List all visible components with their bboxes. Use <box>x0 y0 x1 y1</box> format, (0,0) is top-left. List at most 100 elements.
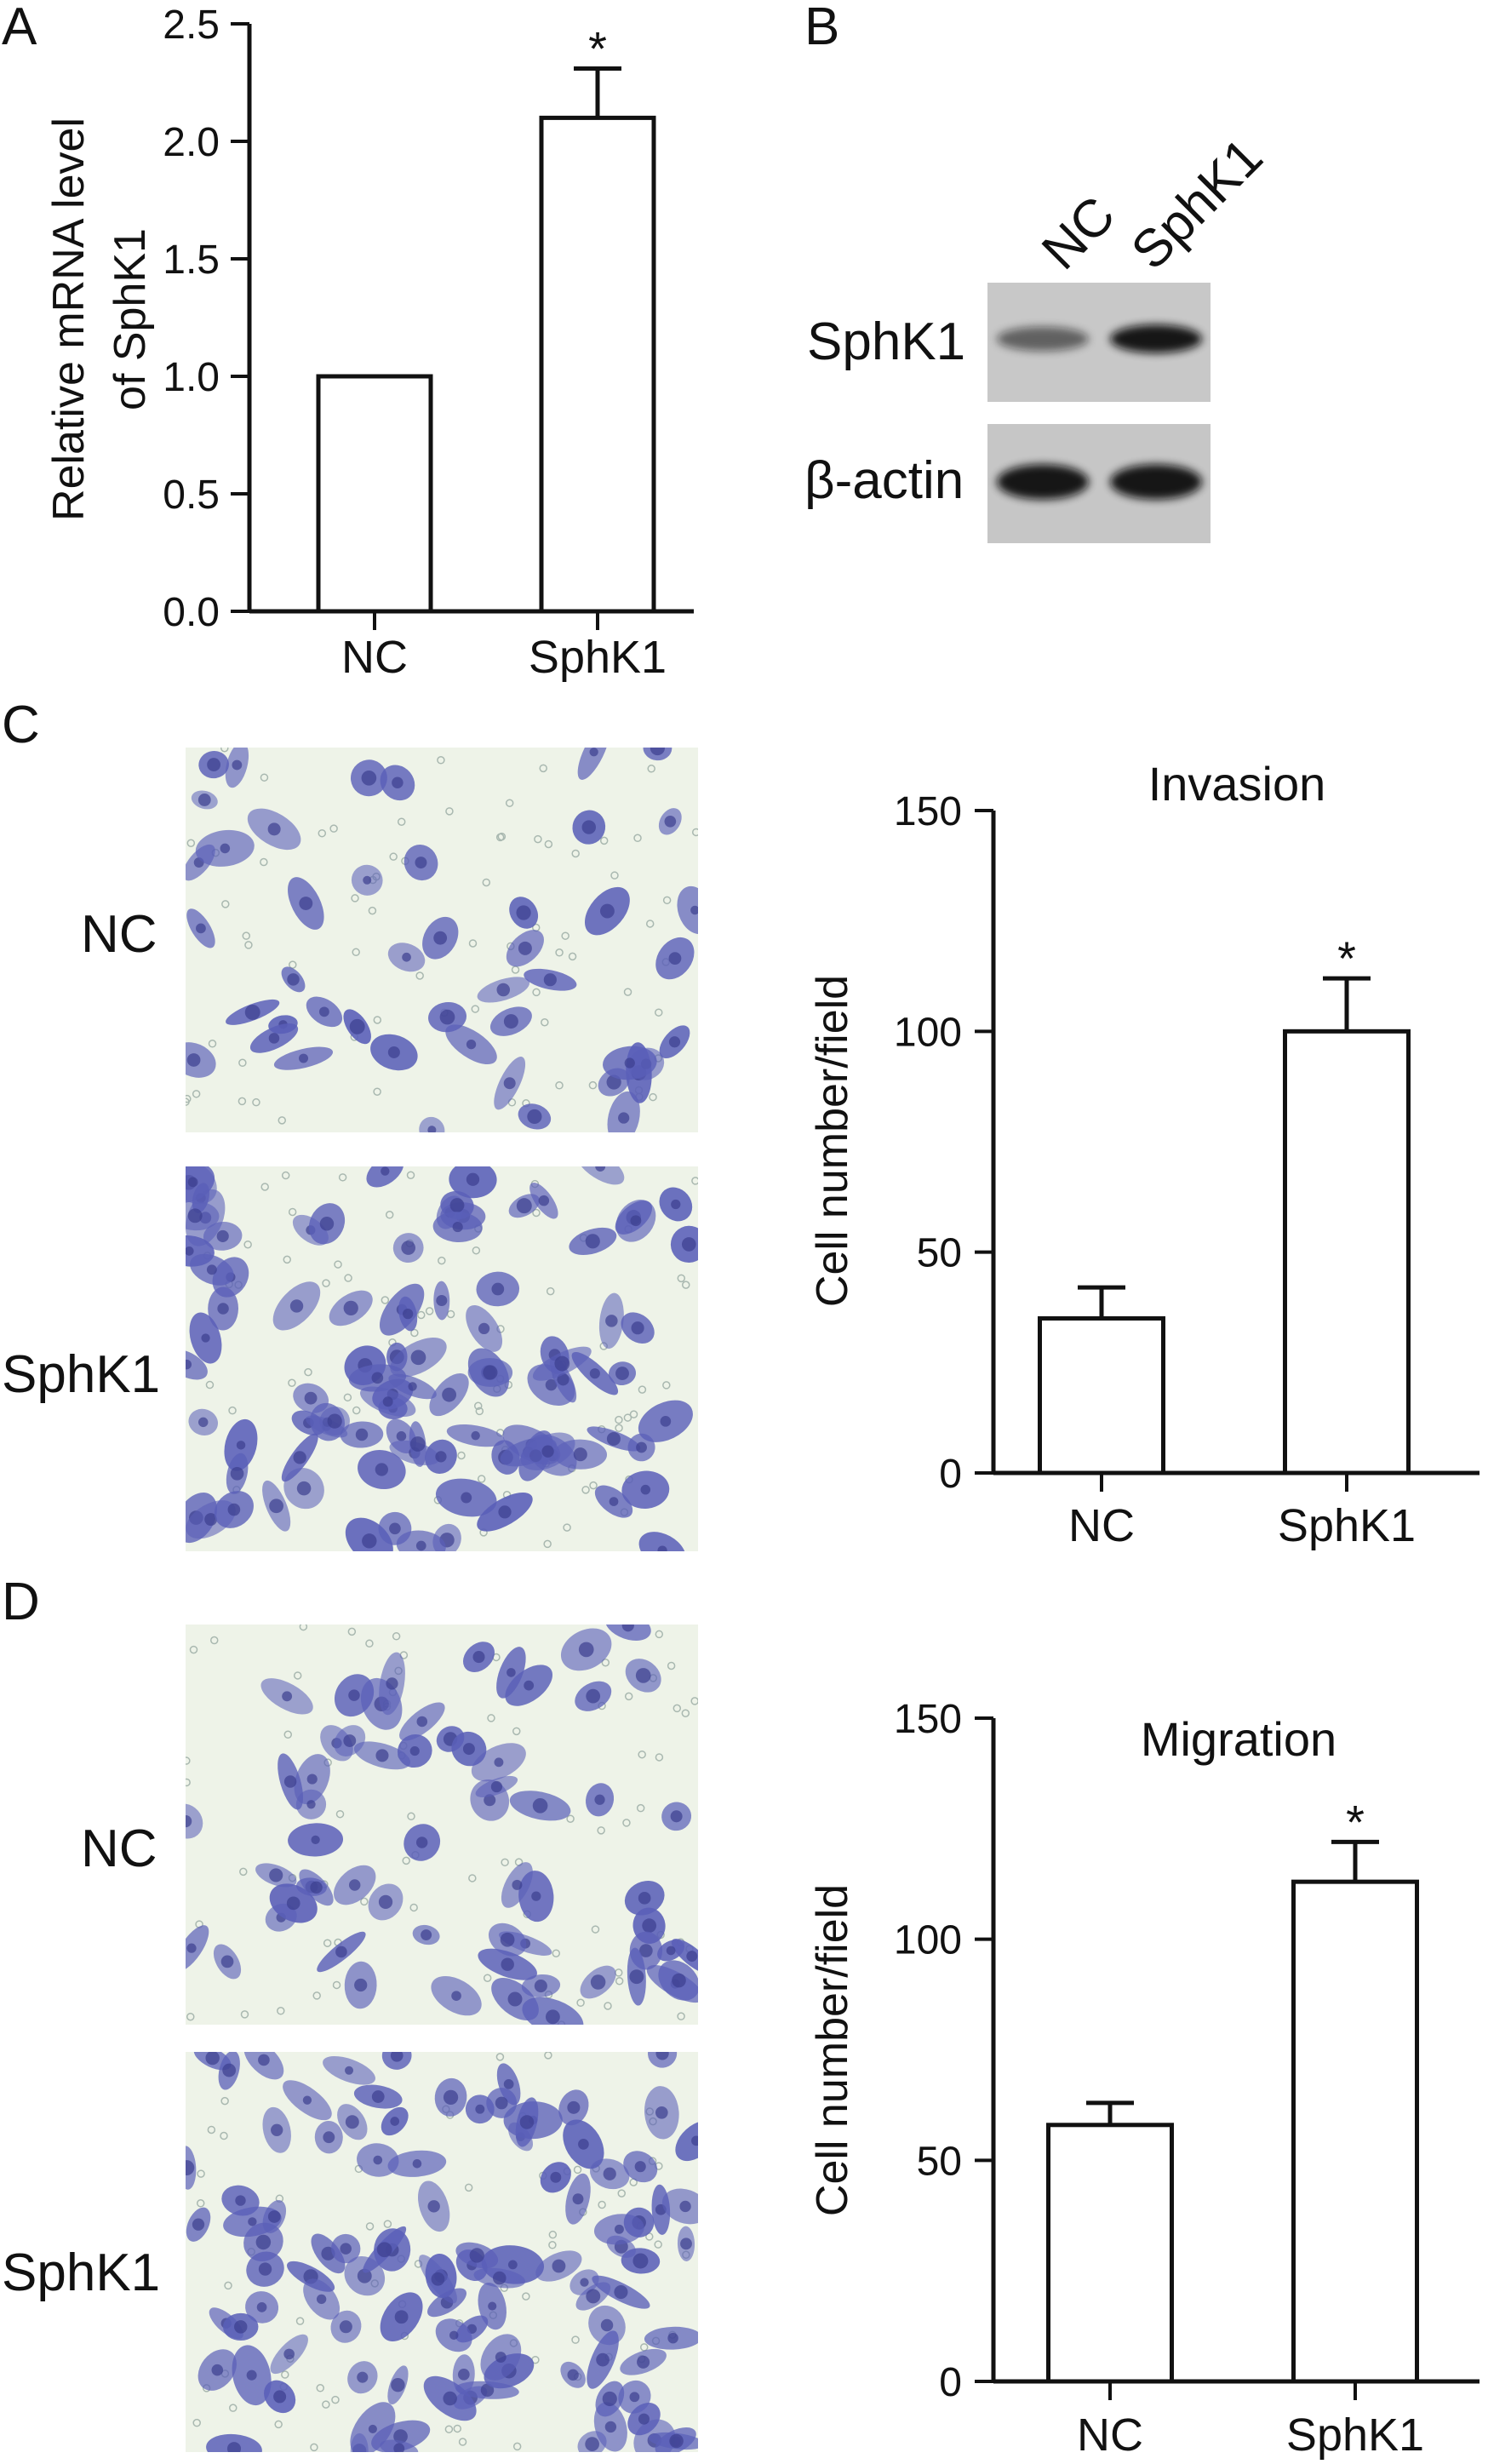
micrographs: NC SphK1 NC SphK1 <box>2 748 698 2452</box>
micrograph-c-sphk1-pore <box>662 1381 671 1390</box>
chart-a-ylabel-line2: of SphK1 <box>106 228 155 410</box>
micrograph-c-nc-cell-nucleus <box>244 1004 260 1020</box>
micrograph-d-nc-pore <box>293 1671 302 1680</box>
micrograph-c-sphk1-pore <box>322 1279 330 1287</box>
micrograph-c-sphk1-cell-nucleus <box>236 1441 246 1450</box>
micrograph-d-nc-pore <box>347 1627 357 1636</box>
micrograph-d-nc-pore <box>239 1867 248 1877</box>
micrograph-c-nc-pore <box>221 900 230 908</box>
chart-c-ytick-label: 0 <box>939 1452 962 1497</box>
blot-band-sphk1-lane-2 <box>1110 324 1202 353</box>
micrograph-d-sphk1-cell-nucleus <box>552 2259 566 2273</box>
micrograph-c-sphk1-cell-nucleus <box>452 1222 463 1233</box>
micrograph-c-nc-cell-nucleus <box>392 776 404 789</box>
micrograph-d-sphk1-cell-nucleus <box>667 2332 678 2344</box>
micrograph-d-nc-cell-nucleus <box>186 1943 197 1953</box>
micrograph-c-nc-cell-nucleus <box>232 759 243 771</box>
micrograph-c-sphk1-cell-nucleus <box>415 1540 426 1551</box>
micrograph-c-nc-pore <box>397 817 406 826</box>
micrograph-c-sphk1-cell-nucleus <box>483 1365 498 1380</box>
blot-band-actin-lane-1 <box>997 464 1089 500</box>
micrograph-d-nc-cell-nucleus <box>416 1716 428 1728</box>
micrograph-d-nc-pore <box>624 1692 633 1701</box>
micrograph-c-sphk1-cell-nucleus <box>403 1309 414 1320</box>
chart-d-ylabel: Cell number/field <box>808 1884 857 2216</box>
micrograph-c-sphk1-pore <box>205 1380 215 1390</box>
micrograph-c-sphk1-cell-nucleus <box>681 1237 696 1252</box>
micrograph-c-sphk1-pore <box>615 1415 623 1424</box>
micrograph-d-nc-cell-nucleus <box>639 1944 653 1957</box>
micrograph-c-nc-cell-nucleus <box>518 941 532 955</box>
micrograph-d-nc-pore <box>407 1812 415 1821</box>
blot-band-actin-lane-2 <box>1110 464 1202 500</box>
micrograph-d-nc-cell-nucleus <box>409 1746 420 1756</box>
micrograph-c-sphk1-cell-nucleus <box>589 1368 600 1379</box>
micrograph-c-sphk1-cell-nucleus <box>186 1359 192 1370</box>
micrograph-c-sphk1-cell-nucleus <box>449 1198 465 1213</box>
micrograph-c-sphk1-cell-nucleus <box>557 1373 569 1386</box>
chart-c-ylabel: Cell number/field <box>808 975 857 1307</box>
micrograph-c-nc-pore <box>482 878 491 887</box>
micrograph-d-nc-pore <box>552 1949 561 1957</box>
micrograph-c-nc-cell-nucleus <box>387 1046 400 1058</box>
micrograph-d-nc-pore <box>402 1856 410 1865</box>
chart-a-ytick-label: 1.5 <box>163 238 220 283</box>
micrograph-d-sphk1-cell-nucleus <box>449 2330 459 2341</box>
chart-a-ytick-label: 0.0 <box>163 590 220 635</box>
micrograph-c-nc-pore <box>662 896 672 905</box>
micrograph-d-nc-cell-nucleus <box>311 1835 320 1845</box>
micrograph-d-sphk1-cell-nucleus <box>519 2115 535 2129</box>
micrograph-c-sphk1-cell-nucleus <box>636 1441 647 1453</box>
micrograph-c-sphk1-pore <box>228 1406 237 1415</box>
micrograph-d-sphk1-pore <box>281 2370 289 2379</box>
micrograph-d-sphk1-cell-nucleus <box>480 2383 495 2397</box>
micrograph-c-sphk1-cell-nucleus <box>478 1322 490 1334</box>
micrograph-d-sphk1-cell-nucleus <box>205 2052 220 2066</box>
chart-d-bar-nc <box>1046 2123 1174 2384</box>
micrograph-c-sphk1-pore <box>385 1211 394 1219</box>
micrograph-c-sphk1-pore <box>682 1281 690 1289</box>
chart-d-category-label: SphK1 <box>1286 2410 1424 2461</box>
micrograph-c-sphk1-pore <box>473 1401 483 1411</box>
chart-c-invasion: Invasion Cell number/field 0 50 100 150 NC * S… <box>808 757 1480 1551</box>
micrograph-c-nc-cell-nucleus <box>624 1057 635 1069</box>
micrograph-d-sphk1-cell-nucleus <box>443 2089 459 2105</box>
micrograph-c-nc-cell-nucleus <box>267 822 281 836</box>
micrograph-d-nc-cell-nucleus <box>451 1991 461 2001</box>
micrograph-d-nc-cell-nucleus <box>590 1974 606 1990</box>
micrograph-c-nc-pore <box>373 1087 381 1096</box>
micrograph-c-sphk1-pore <box>629 1410 638 1418</box>
micrograph-d-nc-pore <box>615 1976 624 1986</box>
micrograph-d-sphk1-cell-nucleus <box>255 2234 272 2250</box>
micrograph-d-nc-cell-nucleus <box>532 1797 548 1814</box>
micrograph-d-nc-cell-nucleus <box>621 1625 634 1632</box>
micrograph-d-sphk1-pore <box>458 2438 467 2446</box>
micrograph-d-sphk1-cell-nucleus <box>637 2355 650 2369</box>
micrograph-c-nc-pore <box>208 1040 217 1048</box>
micrograph-c-nc-pore <box>352 948 360 957</box>
chart-c-significance-star: * <box>1337 931 1356 985</box>
micrograph-d-sphk1-cell-nucleus <box>507 2260 518 2270</box>
micrograph-d-nc-pore <box>622 1819 631 1827</box>
micrograph-d-sphk1-cell-nucleus <box>192 2218 205 2231</box>
micrograph-d-nc-pore <box>323 1939 332 1947</box>
micrograph-c-sphk1-cell-nucleus <box>595 1166 606 1172</box>
micrograph-c-nc-cell-nucleus <box>439 1009 455 1025</box>
micrograph-c-sphk1-cell-nucleus <box>541 1445 554 1458</box>
micrograph-c-sphk1-cell-nucleus <box>409 1436 426 1452</box>
micrograph-d-sphk1-cell-nucleus <box>226 2442 242 2452</box>
micrograph-c-sphk1-cell-nucleus <box>605 1315 618 1327</box>
micrograph-d-nc-pore <box>392 1632 401 1641</box>
blot-lane-label-nc: NC <box>1031 186 1126 281</box>
micrograph-d-sphk1-cell-nucleus <box>222 2063 237 2077</box>
micrograph-c-nc-pore <box>532 988 541 997</box>
micrograph-d-nc-pore <box>512 1727 521 1736</box>
micrograph-c-sphk1-cell-nucleus <box>554 1355 570 1372</box>
micrograph-d-nc-pore <box>638 1750 646 1759</box>
micrograph-d-sphk1-cell-nucleus <box>550 2171 562 2183</box>
micrograph-c-nc-pore <box>238 1097 247 1106</box>
micrograph-d-nc-cell-nucleus <box>642 1918 657 1934</box>
micrograph-c-nc-cell-nucleus <box>496 983 511 997</box>
micrograph-c-nc-pore <box>539 764 547 773</box>
micrograph-c-nc-pore <box>351 894 359 903</box>
